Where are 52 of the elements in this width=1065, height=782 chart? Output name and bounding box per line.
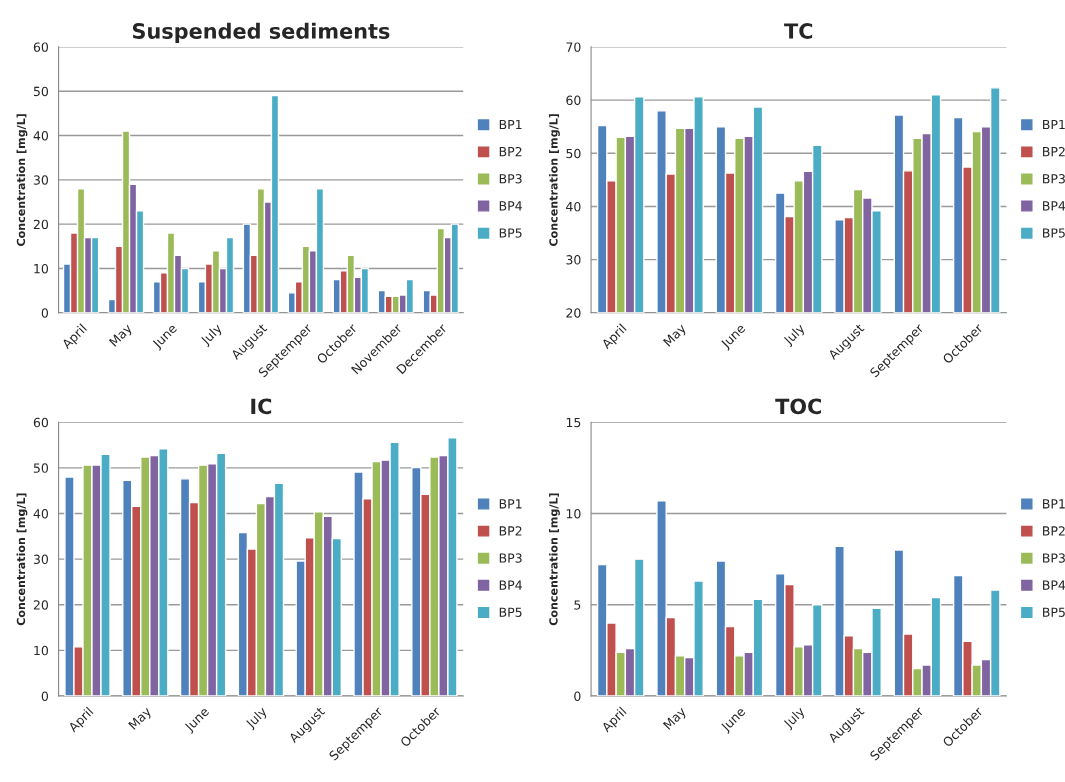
chart-title: TC bbox=[784, 23, 813, 39]
y-tick-label: 10 bbox=[34, 645, 49, 656]
y-tick-label: 0 bbox=[574, 691, 581, 701]
legend-label: BP2 bbox=[499, 526, 522, 536]
y-tick-label: 20 bbox=[566, 308, 581, 318]
y-axis-title: Concentration [mg/L] bbox=[16, 114, 28, 246]
legend-label: BP4 bbox=[499, 201, 522, 211]
legend-label: BP2 bbox=[499, 146, 522, 157]
y-tick-label: 70 bbox=[566, 42, 581, 52]
y-tick-label: 20 bbox=[33, 219, 49, 230]
legend-label: BP1 bbox=[499, 120, 522, 130]
y-axis-title: Concentration [mg/L] bbox=[549, 493, 560, 626]
legend-label: BP2 bbox=[1043, 526, 1065, 536]
legend-label: BP1 bbox=[499, 499, 522, 509]
legend-label: BP5 bbox=[1043, 607, 1065, 617]
legend-label: BP3 bbox=[499, 174, 522, 184]
y-axis-title: Concentration [mg/L] bbox=[16, 493, 28, 626]
chart-title: IC bbox=[251, 398, 272, 415]
legend-label: BP5 bbox=[499, 607, 522, 617]
legend-label: BP3 bbox=[1043, 174, 1065, 184]
y-tick-label: 0 bbox=[41, 308, 49, 318]
y-tick-label: 30 bbox=[566, 255, 581, 265]
legend-label: BP3 bbox=[499, 553, 522, 563]
y-tick-label: 60 bbox=[566, 95, 581, 106]
legend-label: BP4 bbox=[1043, 201, 1065, 211]
y-tick-label: 50 bbox=[33, 86, 49, 97]
chart-title: TOC bbox=[775, 398, 822, 415]
y-tick-label: 20 bbox=[33, 600, 49, 610]
chart-title: Suspended sediments bbox=[132, 22, 390, 43]
y-tick-label: 0 bbox=[41, 691, 49, 701]
legend-label: BP1 bbox=[1043, 499, 1065, 509]
y-tick-label: 40 bbox=[33, 131, 49, 141]
y-tick-label: 10 bbox=[34, 263, 49, 274]
legend-label: BP1 bbox=[1043, 120, 1065, 130]
legend-label: BP3 bbox=[1043, 553, 1065, 563]
y-tick-label: 5 bbox=[574, 600, 581, 610]
y-tick-label: 10 bbox=[566, 508, 581, 519]
y-tick-label: 15 bbox=[566, 417, 581, 428]
legend-label: BP5 bbox=[1043, 228, 1065, 238]
y-tick-label: 60 bbox=[33, 42, 49, 52]
y-tick-label: 30 bbox=[33, 554, 49, 565]
y-tick-label: 50 bbox=[566, 148, 581, 159]
y-axis-title: Concentration [mg/L] bbox=[549, 114, 560, 246]
y-tick-label: 30 bbox=[33, 175, 49, 185]
legend-label: BP5 bbox=[499, 228, 522, 238]
y-tick-label: 40 bbox=[566, 201, 581, 212]
y-tick-label: 40 bbox=[33, 508, 49, 519]
y-tick-label: 60 bbox=[33, 417, 49, 428]
y-tick-label: 50 bbox=[33, 463, 49, 473]
legend-label: BP4 bbox=[1043, 580, 1065, 590]
legend-label: BP4 bbox=[499, 580, 522, 590]
legend-label: BP2 bbox=[1043, 146, 1065, 157]
